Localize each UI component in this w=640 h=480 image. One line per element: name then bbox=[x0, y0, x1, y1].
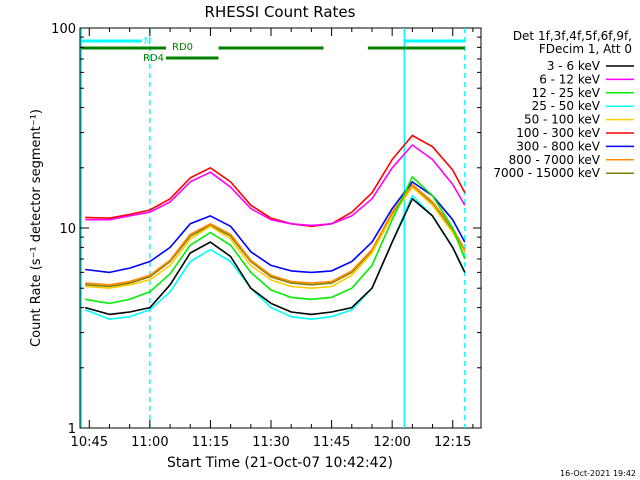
series-line bbox=[85, 181, 466, 274]
legend: Det 1f,3f,4f,5f,6f,9f, FDecim 1, Att 0 3… bbox=[493, 29, 634, 180]
plot-area: N RD0 RD4 bbox=[79, 27, 482, 429]
series-line bbox=[85, 185, 466, 288]
x-axis: 10:45 11:00 11:15 11:30 11:45 12:00 12:15 bbox=[71, 28, 474, 450]
legend-header-line-1: Det 1f,3f,4f,5f,6f,9f, bbox=[513, 29, 632, 43]
y-axis: 1 10 100 bbox=[51, 22, 481, 437]
legend-label: 3 - 6 keV bbox=[547, 59, 601, 73]
state-annotations: N RD0 RD4 bbox=[81, 36, 465, 64]
series-line bbox=[84, 194, 466, 321]
chart-title: RHESSI Count Rates bbox=[205, 3, 356, 21]
annotation-label: RD4 bbox=[143, 53, 164, 64]
series-line bbox=[85, 144, 466, 227]
y-tick-label: 1 bbox=[68, 422, 76, 437]
plot-frame bbox=[79, 27, 482, 429]
y-tick-label: 10 bbox=[59, 222, 76, 237]
x-tick-label: 12:15 bbox=[434, 435, 471, 450]
x-tick-label: 11:45 bbox=[313, 435, 350, 450]
legend-label: 800 - 7000 keV bbox=[509, 153, 601, 167]
x-tick-label: 10:45 bbox=[71, 435, 108, 450]
x-tick-label: 11:00 bbox=[131, 435, 168, 450]
footer-timestamp: 16-Oct-2021 19:42 bbox=[560, 469, 636, 478]
annotation-label: RD0 bbox=[172, 42, 193, 53]
legend-label: 25 - 50 keV bbox=[532, 99, 601, 113]
series-lines bbox=[84, 134, 466, 321]
legend-label: 12 - 25 keV bbox=[532, 86, 601, 100]
x-tick-label: 12:00 bbox=[373, 435, 410, 450]
x-tick-label: 11:15 bbox=[192, 435, 229, 450]
series-line bbox=[84, 198, 466, 316]
y-axis-label: Count Rate (s⁻¹ detector segment⁻¹) bbox=[29, 109, 44, 347]
vertical-markers bbox=[80, 28, 466, 428]
legend-label: 50 - 100 keV bbox=[524, 113, 601, 127]
x-axis-label: Start Time (21-Oct-07 10:42:42) bbox=[167, 455, 393, 471]
y-tick-label: 100 bbox=[51, 22, 76, 37]
legend-label: 100 - 300 keV bbox=[516, 126, 600, 140]
series-line bbox=[85, 186, 466, 290]
series-line bbox=[85, 176, 466, 305]
legend-label: 300 - 800 keV bbox=[516, 139, 600, 153]
legend-header-line-2: FDecim 1, Att 0 bbox=[539, 42, 632, 56]
series-line bbox=[85, 183, 466, 286]
legend-label: 6 - 12 keV bbox=[539, 72, 601, 86]
legend-label: 7000 - 15000 keV bbox=[493, 166, 600, 180]
annotation-label: N bbox=[144, 36, 151, 47]
x-tick-label: 11:30 bbox=[252, 435, 289, 450]
